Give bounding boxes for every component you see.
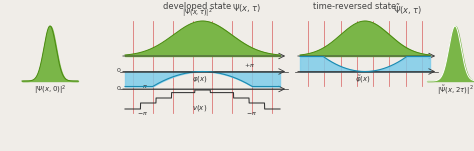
- Text: time-reversed state: time-reversed state: [313, 2, 397, 11]
- Text: developed state: developed state: [164, 2, 232, 11]
- Text: $\Psi(x,\tau)$: $\Psi(x,\tau)$: [233, 2, 261, 14]
- Text: $\varphi(x)$: $\varphi(x)$: [192, 74, 208, 84]
- Text: $\tilde{\varphi}(x)$: $\tilde{\varphi}(x)$: [355, 73, 371, 85]
- Text: $\tilde{\Psi}(x,\tau)$: $\tilde{\Psi}(x,\tau)$: [393, 2, 422, 17]
- Text: 0: 0: [117, 85, 121, 90]
- Text: 0: 0: [117, 68, 121, 73]
- Text: $|\Psi(x,\tau)|^2$: $|\Psi(x,\tau)|^2$: [182, 7, 213, 20]
- Text: $-\pi$: $-\pi$: [137, 110, 148, 117]
- Text: $v(x)$: $v(x)$: [192, 103, 208, 113]
- Text: $|\tilde{\Psi}(x,2\tau)|^2$: $|\tilde{\Psi}(x,2\tau)|^2$: [437, 84, 474, 97]
- Text: $+\pi$: $+\pi$: [245, 61, 255, 69]
- Text: $|\Psi(x,0)|^2$: $|\Psi(x,0)|^2$: [34, 84, 66, 97]
- Text: $-\pi$: $-\pi$: [137, 83, 148, 90]
- Text: $-\pi$: $-\pi$: [246, 110, 257, 117]
